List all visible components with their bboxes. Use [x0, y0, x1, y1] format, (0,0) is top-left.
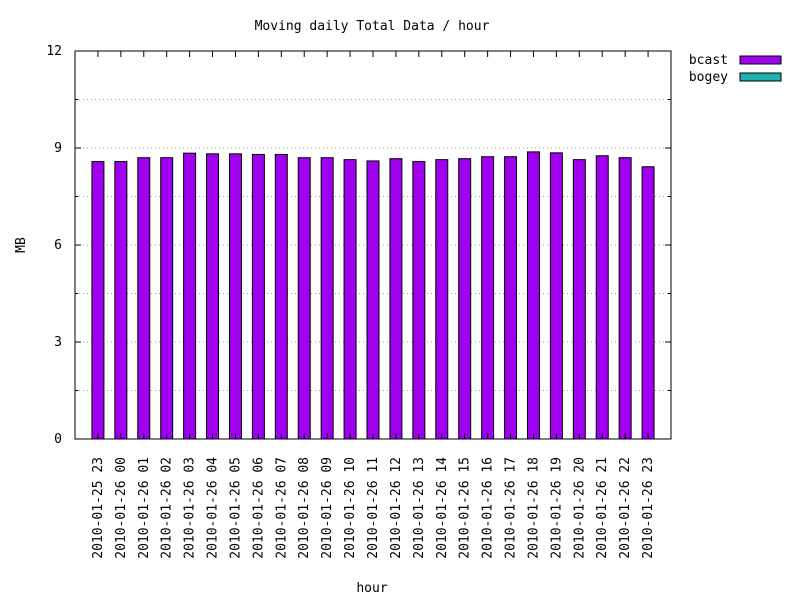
- bar-bcast: [206, 153, 220, 440]
- x-tick-label: 2010-01-26 00: [114, 457, 129, 559]
- bar-bcast: [641, 166, 655, 440]
- bar-bcast: [160, 157, 174, 440]
- y-tick-label: 3: [54, 335, 62, 350]
- bar-bcast: [481, 156, 495, 440]
- bar-bcast: [389, 158, 403, 440]
- x-tick-label: 2010-01-26 09: [320, 457, 335, 559]
- bar-bcast: [412, 161, 426, 440]
- x-tick-label: 2010-01-26 23: [641, 457, 656, 559]
- x-tick-label: 2010-01-26 18: [526, 457, 541, 559]
- y-axis: 0 3 6 9 12: [46, 44, 671, 447]
- legend: bcast bogey: [689, 53, 782, 85]
- x-tick-label: 2010-01-26 08: [297, 457, 312, 559]
- y-tick-label: 12: [46, 44, 62, 59]
- y-axis-label: MB: [14, 237, 29, 253]
- y-tick-label: 6: [54, 238, 62, 253]
- bar-bcast: [595, 155, 609, 440]
- x-tick-label: 2010-01-26 16: [481, 457, 496, 559]
- bar-bcast: [91, 161, 105, 440]
- bars: [91, 151, 655, 440]
- x-tick-label: 2010-01-26 20: [572, 457, 587, 559]
- bar-bcast: [458, 158, 472, 440]
- bar-bcast: [618, 157, 632, 440]
- bar-bcast: [274, 153, 288, 440]
- chart-title: Moving daily Total Data / hour: [255, 19, 490, 34]
- bar-bcast: [572, 159, 586, 440]
- bar-bcast: [549, 152, 563, 440]
- x-tick-label: 2010-01-26 12: [389, 457, 404, 559]
- x-tick-label: 2010-01-26 19: [549, 457, 564, 559]
- bar-bcast: [526, 151, 540, 440]
- bar-bcast: [504, 156, 518, 440]
- y-tick-label: 9: [54, 141, 62, 156]
- bar-bcast: [297, 157, 311, 440]
- x-tick-label: 2010-01-26 05: [228, 457, 243, 559]
- legend-label: bogey: [689, 70, 728, 85]
- x-tick-label: 2010-01-26 15: [458, 457, 473, 559]
- x-tick-label: 2010-01-26 13: [412, 457, 427, 559]
- x-tick-label: 2010-01-26 03: [183, 457, 198, 559]
- bar-bcast: [343, 159, 357, 440]
- bar-bcast: [320, 157, 334, 440]
- x-tick-label: 2010-01-26 02: [160, 457, 175, 559]
- bar-bcast: [435, 159, 449, 440]
- bar-bcast: [183, 152, 197, 440]
- bar-bcast: [251, 153, 265, 440]
- bar-bcast: [114, 161, 128, 440]
- bar-bcast: [366, 160, 380, 440]
- bar-bcast: [137, 157, 151, 440]
- legend-swatch: [739, 55, 782, 65]
- x-tick-label: 2010-01-26 01: [137, 457, 152, 559]
- grid: [75, 99, 671, 391]
- x-tick-label: 2010-01-26 14: [435, 457, 450, 559]
- x-tick-label: 2010-01-26 22: [618, 457, 633, 559]
- x-tick-label: 2010-01-26 21: [595, 457, 610, 559]
- x-tick-label: 2010-01-25 23: [91, 457, 106, 559]
- legend-label: bcast: [689, 53, 728, 68]
- legend-swatch: [739, 72, 782, 82]
- x-tick-label: 2010-01-26 11: [366, 457, 381, 559]
- x-axis: 2010-01-25 23 2010-01-26 00 2010-01-26 01 2…: [91, 51, 656, 559]
- x-axis-label: hour: [356, 581, 387, 596]
- x-tick-label: 2010-01-26 10: [343, 457, 358, 559]
- x-tick-label: 2010-01-26 17: [504, 457, 519, 559]
- x-tick-label: 2010-01-26 07: [274, 457, 289, 559]
- x-tick-label: 2010-01-26 06: [251, 457, 266, 559]
- bar-bcast: [228, 153, 242, 440]
- x-tick-label: 2010-01-26 04: [206, 457, 221, 559]
- y-tick-label: 0: [54, 432, 62, 447]
